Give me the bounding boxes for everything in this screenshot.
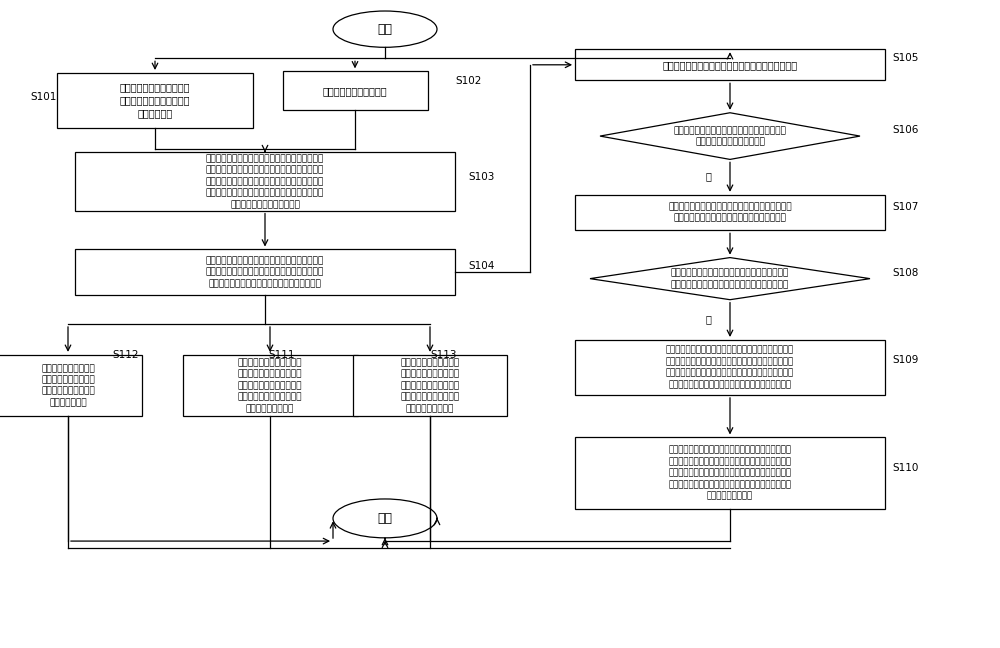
Text: 按照接收到的与各目标接驾车辆对应的移动终端向云端服
务器发送接驾指令的先后顺序，向后发送接驾指令的移动
终端对应的目标接驾车辆发送暂停在原地的指令，使后发
送接: 按照接收到的与各目标接驾车辆对应的移动终端向云端服 务器发送接驾指令的先后顺序，… bbox=[666, 346, 794, 389]
Text: 在接收到各接驾车辆完成
导航路径行驶的反馈信息
时，向对应的移动终端反
馈接驾车辆已行驶到用户
所在位置的提示信息: 在接收到各接驾车辆完成 导航路径行驶的反馈信息 时，向对应的移动终端反 馈接驾车… bbox=[400, 358, 460, 413]
Text: 将所规划出的各接驾车辆的导航路径和其所在停车
场的高精度地图分别发送给对应的各接驾车辆，使
各接驾车辆基于其所接收到的导航路径自动行驶: 将所规划出的各接驾车辆的导航路径和其所在停车 场的高精度地图分别发送给对应的各接… bbox=[206, 256, 324, 288]
Text: S102: S102 bbox=[455, 76, 481, 86]
FancyBboxPatch shape bbox=[0, 355, 142, 416]
Text: S103: S103 bbox=[468, 172, 494, 182]
Text: S110: S110 bbox=[892, 463, 918, 473]
Text: S105: S105 bbox=[892, 53, 918, 64]
FancyBboxPatch shape bbox=[75, 152, 455, 211]
FancyBboxPatch shape bbox=[183, 355, 358, 416]
Polygon shape bbox=[590, 258, 870, 299]
FancyBboxPatch shape bbox=[575, 437, 885, 509]
Text: 接收接驾车辆发送的环境感
知信息，并基于所述环境感
知信息对接驾车辆所在停车
场的高精度地图中同一位置
的环境信息进行修正: 接收接驾车辆发送的环境感 知信息，并基于所述环境感 知信息对接驾车辆所在停车 场… bbox=[238, 358, 302, 413]
FancyBboxPatch shape bbox=[575, 49, 885, 80]
Polygon shape bbox=[600, 113, 860, 159]
Ellipse shape bbox=[333, 11, 437, 47]
Text: 采集各接驾车辆所在位置: 采集各接驾车辆所在位置 bbox=[323, 86, 387, 96]
Text: 将导航路径存在重叠路段的至少两个接驾车辆确定为
需要进行重叠路段行驶方式规划的目标接驾车辆: 将导航路径存在重叠路段的至少两个接驾车辆确定为 需要进行重叠路段行驶方式规划的目… bbox=[668, 202, 792, 223]
Text: 基于各接驾车辆所在位置，调用预先采集的各接驾
车辆所在停车场的高精地图，以各接驾车辆所在位
置作为起点位置，并以对应的各用户所在位置作为
终点位置，规划出使各接: 基于各接驾车辆所在位置，调用预先采集的各接驾 车辆所在停车场的高精地图，以各接驾… bbox=[206, 154, 324, 209]
Text: S106: S106 bbox=[892, 124, 918, 135]
Text: S112: S112 bbox=[112, 350, 138, 360]
Text: 在确定出先发送接驾指令的移动终端对应的目标接驾车
辆通过所述重叠路段后，再向后发送接驾指令的移动终
端对应的目标接驾车辆发送继续自动行驶的指令，使后
发送接驾指: 在确定出先发送接驾指令的移动终端对应的目标接驾车 辆通过所述重叠路段后，再向后发… bbox=[668, 446, 792, 500]
FancyBboxPatch shape bbox=[575, 194, 885, 231]
Text: 判断针对同一停车场中的各接驾车辆所规划出的
各导航路径是否存在重叠路段: 判断针对同一停车场中的各接驾车辆所规划出的 各导航路径是否存在重叠路段 bbox=[674, 126, 786, 146]
FancyBboxPatch shape bbox=[75, 249, 455, 295]
Text: S113: S113 bbox=[430, 350, 456, 360]
Text: 是: 是 bbox=[705, 171, 711, 181]
Text: 结束: 结束 bbox=[378, 512, 392, 525]
FancyBboxPatch shape bbox=[575, 340, 885, 395]
FancyBboxPatch shape bbox=[283, 71, 428, 110]
Text: S101: S101 bbox=[30, 92, 56, 102]
Text: 将各接驾车辆在其所在
停车场的高精度地图中
的实时位置信息发送给
对应的移动终端: 将各接驾车辆在其所在 停车场的高精度地图中 的实时位置信息发送给 对应的移动终端 bbox=[41, 364, 95, 407]
Text: 是: 是 bbox=[705, 314, 711, 324]
FancyBboxPatch shape bbox=[57, 73, 252, 128]
Text: S107: S107 bbox=[892, 202, 918, 213]
Text: 接收各接驾车辆在自动行驶过程中所上传的实时位置: 接收各接驾车辆在自动行驶过程中所上传的实时位置 bbox=[662, 60, 798, 70]
Text: S104: S104 bbox=[468, 260, 494, 271]
FancyBboxPatch shape bbox=[352, 355, 507, 416]
Text: 接收各个移动终端发送的携
带有用户所在位置和接驾车
辆的接驾指令: 接收各个移动终端发送的携 带有用户所在位置和接驾车 辆的接驾指令 bbox=[120, 83, 190, 118]
Text: S109: S109 bbox=[892, 354, 918, 365]
Text: 开始: 开始 bbox=[378, 23, 392, 36]
Text: S111: S111 bbox=[268, 350, 294, 360]
Text: S108: S108 bbox=[892, 268, 918, 279]
Text: 基于各目标接驾车辆的实时位置，确定各目标接驾
车辆是否即将在同一时段内行驶至同一重叠路段内: 基于各目标接驾车辆的实时位置，确定各目标接驾 车辆是否即将在同一时段内行驶至同一… bbox=[671, 268, 789, 289]
Ellipse shape bbox=[333, 499, 437, 538]
